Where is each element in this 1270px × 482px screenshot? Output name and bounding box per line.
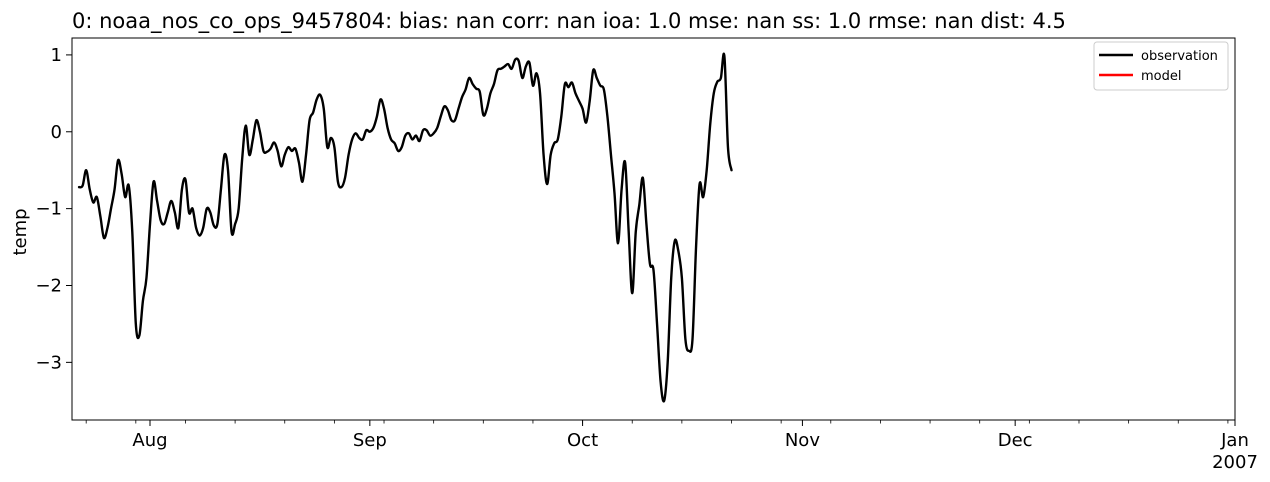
y-axis-label: temp bbox=[10, 208, 31, 255]
y-tick-label: 1 bbox=[51, 45, 62, 66]
y-axis: 1 0 −1 −2 −3 bbox=[35, 45, 72, 373]
x-tick-label: Dec bbox=[998, 430, 1033, 451]
plot-frame bbox=[71, 37, 1236, 421]
legend-label-observation: observation bbox=[1141, 49, 1218, 64]
y-tick-label: −2 bbox=[35, 275, 62, 296]
series-layer bbox=[77, 52, 733, 403]
legend-label-model: model bbox=[1141, 69, 1181, 84]
x-tick-sublabel: 2007 bbox=[1212, 452, 1258, 473]
series-line-observation bbox=[77, 52, 733, 403]
x-tick-label: Nov bbox=[785, 430, 820, 451]
y-tick-label: −3 bbox=[35, 352, 62, 373]
x-tick-label: Aug bbox=[132, 430, 167, 451]
x-tick-label: Jan bbox=[1220, 430, 1249, 451]
chart-title: 0: noaa_nos_co_ops_9457804: bias: nan co… bbox=[72, 9, 1066, 34]
y-tick-label: −1 bbox=[35, 199, 62, 220]
y-tick-label: 0 bbox=[51, 122, 62, 143]
legend: observation model bbox=[1093, 41, 1229, 91]
x-tick-label: Oct bbox=[567, 430, 598, 451]
x-tick-label: Sep bbox=[353, 430, 387, 451]
